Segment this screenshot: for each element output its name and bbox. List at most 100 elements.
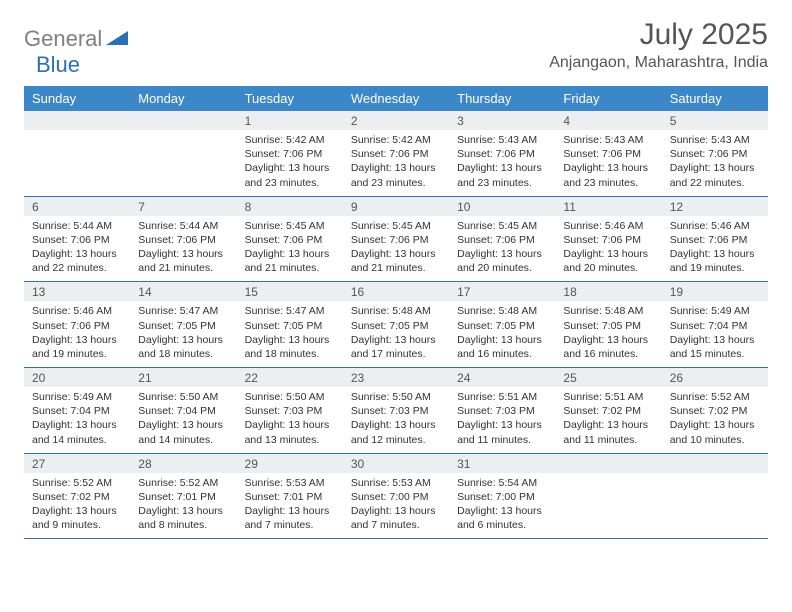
weekday-header: Friday bbox=[555, 86, 661, 111]
day-content-cell: Sunrise: 5:50 AMSunset: 7:03 PMDaylight:… bbox=[343, 387, 449, 453]
day-number-cell: 21 bbox=[130, 368, 236, 388]
day-number-cell: 24 bbox=[449, 368, 555, 388]
day-number-cell: 28 bbox=[130, 453, 236, 473]
day-number-row: 6 7 89 10 11 12 bbox=[24, 196, 768, 216]
day-number-row: 13141516171819 bbox=[24, 282, 768, 302]
day-details: Sunrise: 5:52 AMSunset: 7:02 PMDaylight:… bbox=[662, 387, 768, 453]
day-content-cell: Sunrise: 5:46 AMSunset: 7:06 PMDaylight:… bbox=[555, 216, 661, 282]
day-content-cell: Sunrise: 5:42 AMSunset: 7:06 PMDaylight:… bbox=[237, 130, 343, 196]
day-details: Sunrise: 5:51 AMSunset: 7:03 PMDaylight:… bbox=[449, 387, 555, 453]
day-details: Sunrise: 5:47 AMSunset: 7:05 PMDaylight:… bbox=[130, 301, 236, 367]
day-number: 10 bbox=[457, 200, 470, 214]
day-number-cell: 7 bbox=[130, 196, 236, 216]
day-content-cell: Sunrise: 5:44 AMSunset: 7:06 PMDaylight:… bbox=[24, 216, 130, 282]
day-content-cell: Sunrise: 5:45 AMSunset: 7:06 PMDaylight:… bbox=[343, 216, 449, 282]
day-number-row: 12345 bbox=[24, 111, 768, 130]
day-number-cell: 20 bbox=[24, 368, 130, 388]
day-number: 28 bbox=[138, 457, 151, 471]
day-number: 6 bbox=[32, 200, 39, 214]
day-number: 3 bbox=[457, 114, 464, 128]
day-number: 7 bbox=[138, 200, 145, 214]
day-number: 14 bbox=[138, 285, 151, 299]
day-number-cell: 1 bbox=[237, 111, 343, 130]
day-content-cell: Sunrise: 5:48 AMSunset: 7:05 PMDaylight:… bbox=[555, 301, 661, 367]
day-number-cell: 31 bbox=[449, 453, 555, 473]
day-content-cell: Sunrise: 5:45 AMSunset: 7:06 PMDaylight:… bbox=[449, 216, 555, 282]
day-content-row: Sunrise: 5:42 AMSunset: 7:06 PMDaylight:… bbox=[24, 130, 768, 196]
day-number-cell: 17 bbox=[449, 282, 555, 302]
day-number-cell: 9 bbox=[343, 196, 449, 216]
day-content-cell: Sunrise: 5:45 AMSunset: 7:06 PMDaylight:… bbox=[237, 216, 343, 282]
day-content-cell: Sunrise: 5:52 AMSunset: 7:02 PMDaylight:… bbox=[662, 387, 768, 453]
weekday-header: Saturday bbox=[662, 86, 768, 111]
day-content-cell: Sunrise: 5:46 AMSunset: 7:06 PMDaylight:… bbox=[24, 301, 130, 367]
day-content-cell: Sunrise: 5:50 AMSunset: 7:04 PMDaylight:… bbox=[130, 387, 236, 453]
day-number: 18 bbox=[563, 285, 576, 299]
day-content-cell: Sunrise: 5:52 AMSunset: 7:01 PMDaylight:… bbox=[130, 473, 236, 539]
day-number: 4 bbox=[563, 114, 570, 128]
day-content-row: Sunrise: 5:44 AMSunset: 7:06 PMDaylight:… bbox=[24, 216, 768, 282]
day-details: Sunrise: 5:52 AMSunset: 7:01 PMDaylight:… bbox=[130, 473, 236, 539]
day-details: Sunrise: 5:51 AMSunset: 7:02 PMDaylight:… bbox=[555, 387, 661, 453]
day-details: Sunrise: 5:43 AMSunset: 7:06 PMDaylight:… bbox=[555, 130, 661, 196]
day-number: 29 bbox=[245, 457, 258, 471]
weekday-header-row: SundayMondayTuesdayWednesdayThursdayFrid… bbox=[24, 86, 768, 111]
day-details: Sunrise: 5:47 AMSunset: 7:05 PMDaylight:… bbox=[237, 301, 343, 367]
day-number: 11 bbox=[563, 200, 575, 214]
day-number: 23 bbox=[351, 371, 364, 385]
day-number: 2 bbox=[351, 114, 358, 128]
day-content-cell: Sunrise: 5:43 AMSunset: 7:06 PMDaylight:… bbox=[555, 130, 661, 196]
day-details: Sunrise: 5:52 AMSunset: 7:02 PMDaylight:… bbox=[24, 473, 130, 539]
day-details: Sunrise: 5:42 AMSunset: 7:06 PMDaylight:… bbox=[343, 130, 449, 196]
day-number-cell: 15 bbox=[237, 282, 343, 302]
day-details: Sunrise: 5:45 AMSunset: 7:06 PMDaylight:… bbox=[237, 216, 343, 282]
day-details: Sunrise: 5:53 AMSunset: 7:00 PMDaylight:… bbox=[343, 473, 449, 539]
day-number-cell: 8 bbox=[237, 196, 343, 216]
day-content-row: Sunrise: 5:49 AMSunset: 7:04 PMDaylight:… bbox=[24, 387, 768, 453]
day-content-cell: Sunrise: 5:44 AMSunset: 7:06 PMDaylight:… bbox=[130, 216, 236, 282]
day-details: Sunrise: 5:50 AMSunset: 7:04 PMDaylight:… bbox=[130, 387, 236, 453]
day-details: Sunrise: 5:48 AMSunset: 7:05 PMDaylight:… bbox=[343, 301, 449, 367]
day-content-cell: Sunrise: 5:49 AMSunset: 7:04 PMDaylight:… bbox=[24, 387, 130, 453]
day-content-cell: Sunrise: 5:53 AMSunset: 7:01 PMDaylight:… bbox=[237, 473, 343, 539]
day-content-cell bbox=[130, 130, 236, 196]
day-details: Sunrise: 5:46 AMSunset: 7:06 PMDaylight:… bbox=[555, 216, 661, 282]
day-number: 9 bbox=[351, 200, 358, 214]
day-details: Sunrise: 5:48 AMSunset: 7:05 PMDaylight:… bbox=[449, 301, 555, 367]
day-content-row: Sunrise: 5:46 AMSunset: 7:06 PMDaylight:… bbox=[24, 301, 768, 367]
day-number: 15 bbox=[245, 285, 258, 299]
logo-text-blue: Blue bbox=[36, 52, 80, 77]
day-number: 25 bbox=[563, 371, 576, 385]
day-details: Sunrise: 5:49 AMSunset: 7:04 PMDaylight:… bbox=[24, 387, 130, 453]
day-content-cell: Sunrise: 5:48 AMSunset: 7:05 PMDaylight:… bbox=[343, 301, 449, 367]
day-number-cell: 29 bbox=[237, 453, 343, 473]
day-number: 12 bbox=[670, 200, 683, 214]
day-content-cell: Sunrise: 5:42 AMSunset: 7:06 PMDaylight:… bbox=[343, 130, 449, 196]
day-details: Sunrise: 5:43 AMSunset: 7:06 PMDaylight:… bbox=[662, 130, 768, 196]
day-content-cell: Sunrise: 5:52 AMSunset: 7:02 PMDaylight:… bbox=[24, 473, 130, 539]
day-number: 17 bbox=[457, 285, 470, 299]
day-number: 22 bbox=[245, 371, 258, 385]
day-number: 26 bbox=[670, 371, 683, 385]
day-details: Sunrise: 5:43 AMSunset: 7:06 PMDaylight:… bbox=[449, 130, 555, 196]
day-number-cell: 30 bbox=[343, 453, 449, 473]
day-number-cell: 4 bbox=[555, 111, 661, 130]
day-details: Sunrise: 5:42 AMSunset: 7:06 PMDaylight:… bbox=[237, 130, 343, 196]
day-details: Sunrise: 5:50 AMSunset: 7:03 PMDaylight:… bbox=[237, 387, 343, 453]
day-content-cell: Sunrise: 5:53 AMSunset: 7:00 PMDaylight:… bbox=[343, 473, 449, 539]
day-number-cell: 14 bbox=[130, 282, 236, 302]
day-number: 27 bbox=[32, 457, 45, 471]
day-number: 21 bbox=[138, 371, 151, 385]
day-details: Sunrise: 5:45 AMSunset: 7:06 PMDaylight:… bbox=[449, 216, 555, 282]
day-content-cell: Sunrise: 5:43 AMSunset: 7:06 PMDaylight:… bbox=[662, 130, 768, 196]
day-content-cell bbox=[555, 473, 661, 539]
day-details: Sunrise: 5:48 AMSunset: 7:05 PMDaylight:… bbox=[555, 301, 661, 367]
day-details: Sunrise: 5:50 AMSunset: 7:03 PMDaylight:… bbox=[343, 387, 449, 453]
day-number-cell: 2 bbox=[343, 111, 449, 130]
day-number-cell bbox=[555, 453, 661, 473]
calendar-page: General July 2025 Anjangaon, Maharashtra… bbox=[0, 0, 792, 557]
day-number-cell: 10 bbox=[449, 196, 555, 216]
day-details: Sunrise: 5:49 AMSunset: 7:04 PMDaylight:… bbox=[662, 301, 768, 367]
day-number-cell: 19 bbox=[662, 282, 768, 302]
weekday-header: Thursday bbox=[449, 86, 555, 111]
